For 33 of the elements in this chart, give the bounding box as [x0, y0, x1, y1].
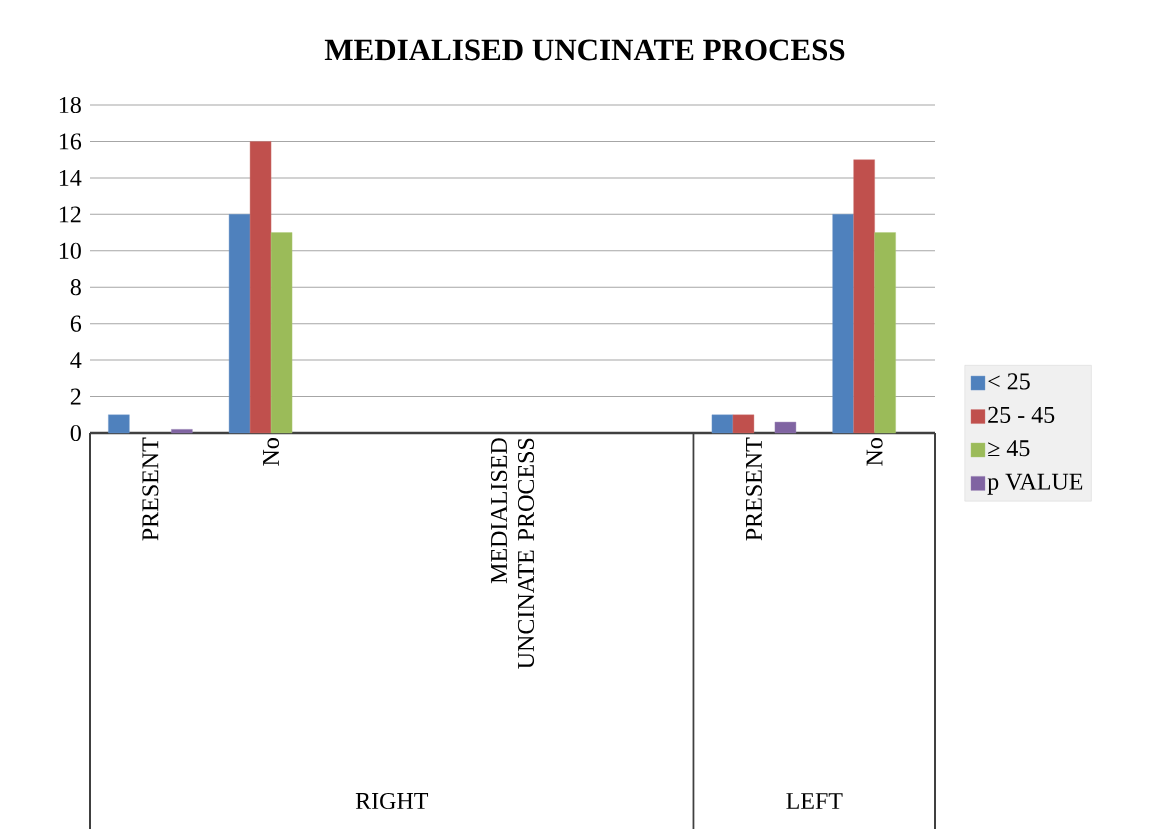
y-tick-label: 6 — [70, 315, 82, 332]
bar — [108, 414, 130, 434]
text: RIGHT — [355, 792, 429, 810]
bar — [228, 214, 251, 434]
legend-label: ≥ 45 — [988, 440, 1030, 457]
x-tick-label: No — [866, 438, 883, 466]
x-tick-label: PRESENT — [142, 437, 159, 541]
y-tick-label: 4 — [70, 352, 82, 369]
legend-label: 25 - 45 — [988, 406, 1055, 423]
x-tick-label: No — [263, 438, 280, 466]
bar — [853, 159, 875, 434]
y-tick-label: 2 — [70, 388, 81, 405]
x-tick-label: MEDIALISED UNCINATE PROCESS — [490, 438, 535, 669]
bar — [249, 141, 272, 434]
legend-label: < 25 — [988, 373, 1030, 390]
bar — [832, 214, 854, 434]
chart-title: MEDIALISED UNCINATE PROCESS — [324, 39, 845, 61]
y-tick-label: 10 — [59, 242, 81, 259]
bar — [270, 232, 293, 434]
y-tick-label: 14 — [59, 169, 82, 186]
y-tick-label: 0 — [70, 424, 81, 442]
legend-label: p VALUE — [987, 473, 1083, 495]
bar — [171, 429, 193, 434]
bar — [711, 414, 734, 434]
bar — [774, 421, 797, 434]
x-tick-label: PRESENT — [745, 437, 762, 541]
y-tick-label: 8 — [70, 279, 81, 296]
text: LEFT — [786, 793, 843, 809]
bar — [874, 232, 896, 434]
y-tick-label: 16 — [59, 133, 82, 150]
y-tick-label: 18 — [59, 96, 81, 114]
y-tick-label: 12 — [59, 206, 81, 223]
bar — [732, 414, 755, 434]
